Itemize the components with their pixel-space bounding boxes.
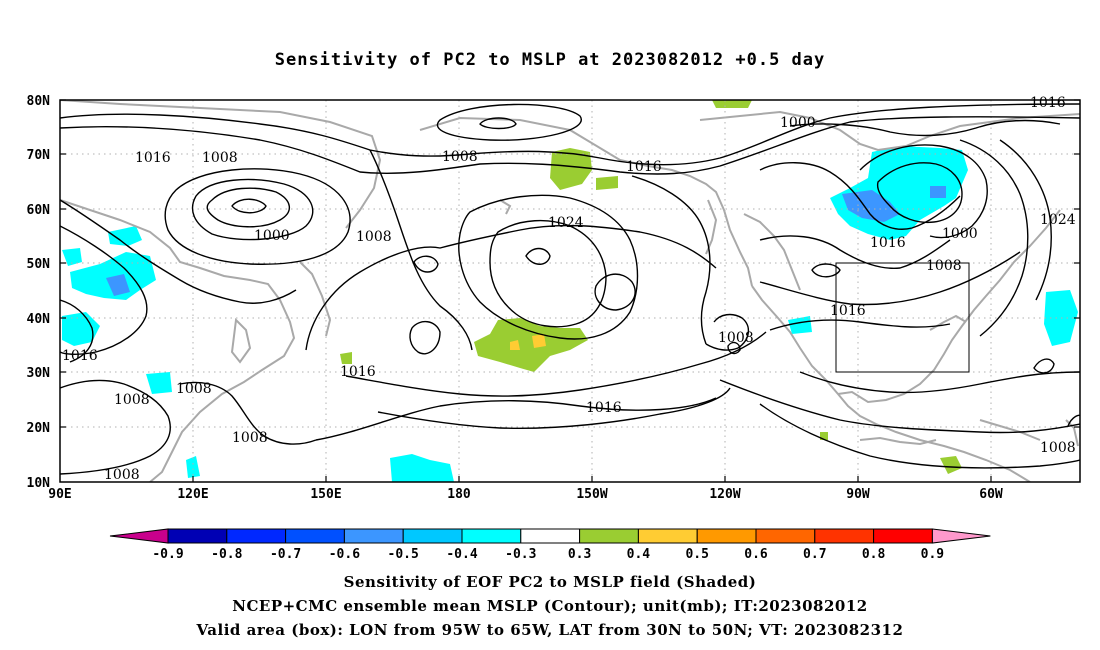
contour-label: 1008 — [718, 330, 754, 346]
colorbar-label: 0.8 — [862, 547, 886, 562]
contour-label: 1024 — [1040, 212, 1076, 228]
caption-line-3: Valid area (box): LON from 95W to 65W, L… — [196, 621, 904, 639]
lat-label: 80N — [27, 94, 51, 109]
lat-label: 60N — [27, 203, 51, 218]
colorbar-segment — [520, 528, 581, 544]
contour-label: 1008 — [926, 258, 962, 274]
contour-label: 1016 — [135, 150, 171, 166]
colorbar-label: -0.6 — [329, 547, 360, 562]
colorbar-label: -0.3 — [505, 547, 536, 562]
colorbar-segment — [402, 528, 463, 544]
lon-axis — [192, 476, 992, 482]
lat-axis — [60, 99, 1080, 428]
shaded-positive-patches — [340, 100, 962, 474]
mslp-contours — [60, 103, 1080, 475]
contour-label: 1008 — [202, 150, 238, 166]
lat-label: 70N — [27, 148, 51, 163]
colorbar-segment — [696, 528, 757, 544]
shaded-strong-negative-patches — [106, 186, 946, 296]
colorbar-label: -0.8 — [211, 547, 242, 562]
contour-label: 1000 — [942, 226, 978, 242]
contour-label: 1016 — [870, 235, 906, 251]
colorbar-segment — [579, 528, 639, 544]
colorbar-label: 0.6 — [744, 547, 768, 562]
colorbar-label: -0.7 — [270, 547, 301, 562]
contour-label: 1008 — [232, 430, 268, 446]
lon-label: 120E — [177, 487, 208, 502]
shaded-negative-patches — [62, 146, 1078, 482]
colorbar-label: 0.4 — [627, 547, 651, 562]
colorbar: -0.9 -0.8 -0.7 -0.6 -0.5 -0.4 -0.3 0.3 0.4 0.5 0.6… — [109, 528, 991, 562]
lon-label: 150E — [310, 487, 341, 502]
contour-label: 1016 — [586, 400, 622, 416]
contour-label: 1008 — [1040, 440, 1076, 456]
colorbar-label: -0.5 — [388, 547, 419, 562]
contour-label: 1008 — [356, 229, 392, 245]
contour-label: 1016 — [626, 159, 662, 175]
colorbar-min-arrow — [109, 528, 169, 544]
contour-label: 1016 — [830, 303, 866, 319]
lon-label: 90E — [48, 487, 71, 502]
caption-line-2: NCEP+CMC ensemble mean MSLP (Contour); u… — [232, 597, 868, 615]
lon-labels: 90E 120E 150E 180 150W 120W 90W 60W — [48, 487, 1003, 502]
colorbar-segment — [343, 528, 404, 544]
lon-label: 120W — [709, 487, 740, 502]
contour-label: 1000 — [780, 115, 816, 131]
colorbar-segment — [461, 528, 522, 544]
contour-label: 1008 — [104, 467, 140, 483]
plot-frame — [59, 99, 1081, 483]
shaded-high-positive-patches — [510, 334, 546, 350]
caption-line-1: Sensitivity of EOF PC2 to MSLP field (Sh… — [343, 573, 757, 591]
colorbar-label: 0.7 — [803, 547, 826, 562]
colorbar-label: -0.9 — [152, 547, 183, 562]
lat-label: 50N — [27, 257, 51, 272]
contour-label: 1000 — [254, 228, 290, 244]
contour-label: 1016 — [62, 348, 98, 364]
lon-label: 150W — [576, 487, 607, 502]
contour-labels: 1016 1016 1008 1008 1016 1000 1000 1008 … — [62, 95, 1076, 483]
contour-label: 1008 — [114, 392, 150, 408]
colorbar-segment — [814, 528, 875, 544]
contour-label: 1008 — [442, 149, 478, 165]
lat-label: 30N — [27, 366, 51, 381]
colorbar-segment — [226, 528, 287, 544]
lon-label: 60W — [979, 487, 1003, 502]
lat-labels: 80N 70N 60N 50N 40N 30N 20N 10N — [27, 94, 51, 491]
colorbar-segment — [637, 528, 698, 544]
contour-label: 1024 — [548, 215, 584, 231]
lat-label: 20N — [27, 421, 51, 436]
lon-label: 180 — [447, 487, 471, 502]
colorbar-segment — [873, 528, 933, 544]
coastlines — [60, 100, 1080, 482]
colorbar-max-arrow — [931, 528, 991, 544]
colorbar-label: 0.5 — [685, 547, 708, 562]
contour-label: 1016 — [340, 364, 376, 380]
lat-label: 40N — [27, 312, 51, 327]
valid-area-box — [835, 262, 970, 373]
colorbar-segment — [167, 528, 228, 544]
colorbar-label: 0.9 — [921, 547, 944, 562]
colorbar-label: -0.4 — [446, 547, 477, 562]
colorbar-label: 0.3 — [568, 547, 591, 562]
colorbar-segment — [755, 528, 816, 544]
lat-label: 10N — [27, 476, 51, 491]
colorbar-segment — [285, 528, 345, 544]
map-title: Sensitivity of PC2 to MSLP at 2023082012… — [274, 50, 826, 70]
lon-label: 90W — [846, 487, 870, 502]
contour-label: 1008 — [176, 381, 212, 397]
contour-label: 1016 — [1030, 95, 1066, 111]
map-plot-area — [60, 100, 1080, 482]
